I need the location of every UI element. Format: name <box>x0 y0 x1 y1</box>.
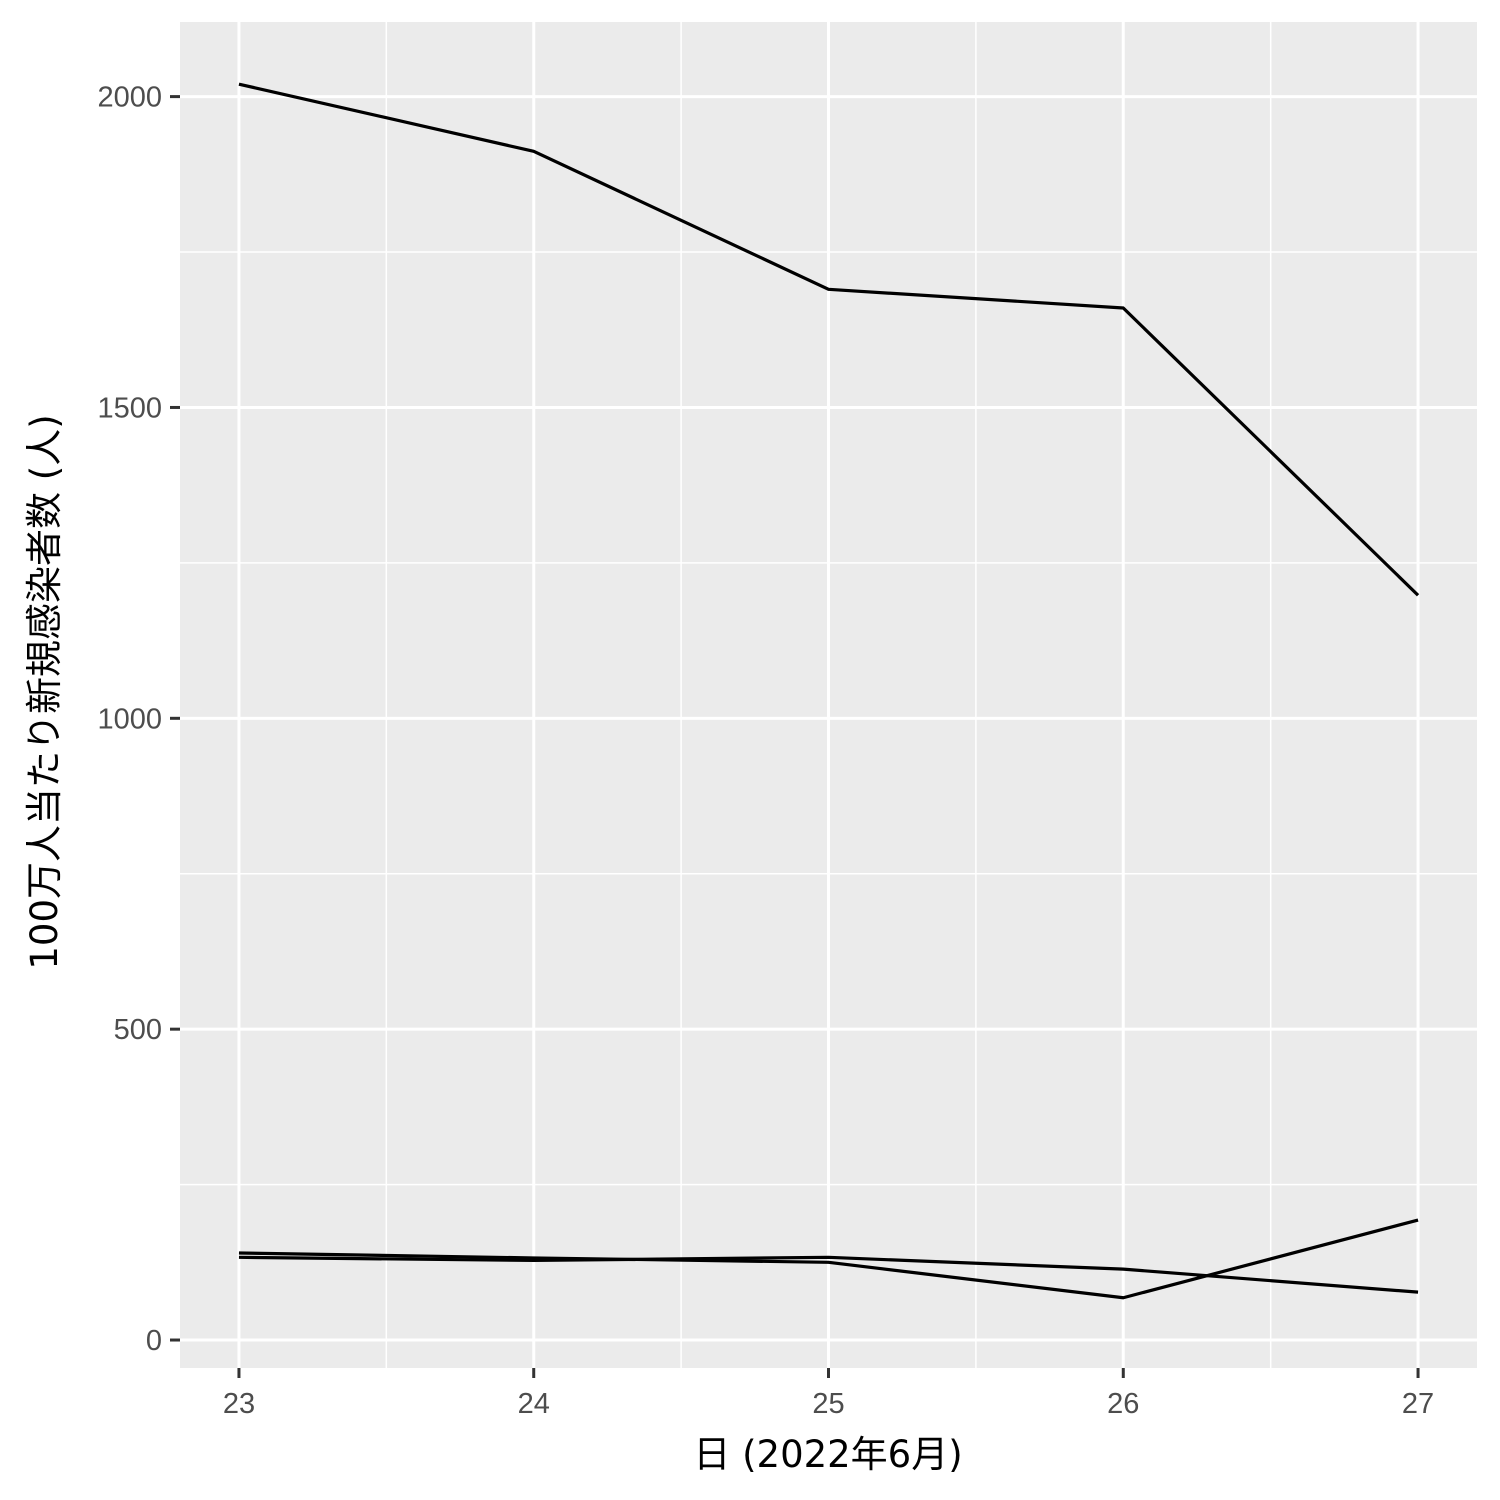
y-tick-label: 1000 <box>97 703 162 735</box>
series-lines <box>238 82 1420 1300</box>
y-tick-label: 0 <box>146 1325 162 1357</box>
x-axis: 23 24 25 26 27 <box>223 1368 1434 1420</box>
x-axis-title: 日 (2022年6月) <box>693 1433 962 1476</box>
x-tick-label: 24 <box>518 1388 550 1420</box>
y-tick-label: 2000 <box>97 82 162 114</box>
y-axis-title: 100万人当たり新規感染者数 (人) <box>23 414 66 969</box>
y-tick-label: 1500 <box>97 392 162 424</box>
series-line-1 <box>238 82 1420 597</box>
x-tick-label: 25 <box>812 1388 844 1420</box>
x-tick-label: 27 <box>1402 1388 1434 1420</box>
series-line-3 <box>238 1255 1419 1294</box>
x-tick-label: 26 <box>1107 1388 1139 1420</box>
y-axis: 0 500 1000 1500 2000 <box>97 82 180 1357</box>
y-tick-label: 500 <box>114 1014 162 1046</box>
major-gridlines <box>180 22 1477 1368</box>
x-tick-label: 23 <box>223 1388 255 1420</box>
series-line-2 <box>238 1218 1419 1300</box>
